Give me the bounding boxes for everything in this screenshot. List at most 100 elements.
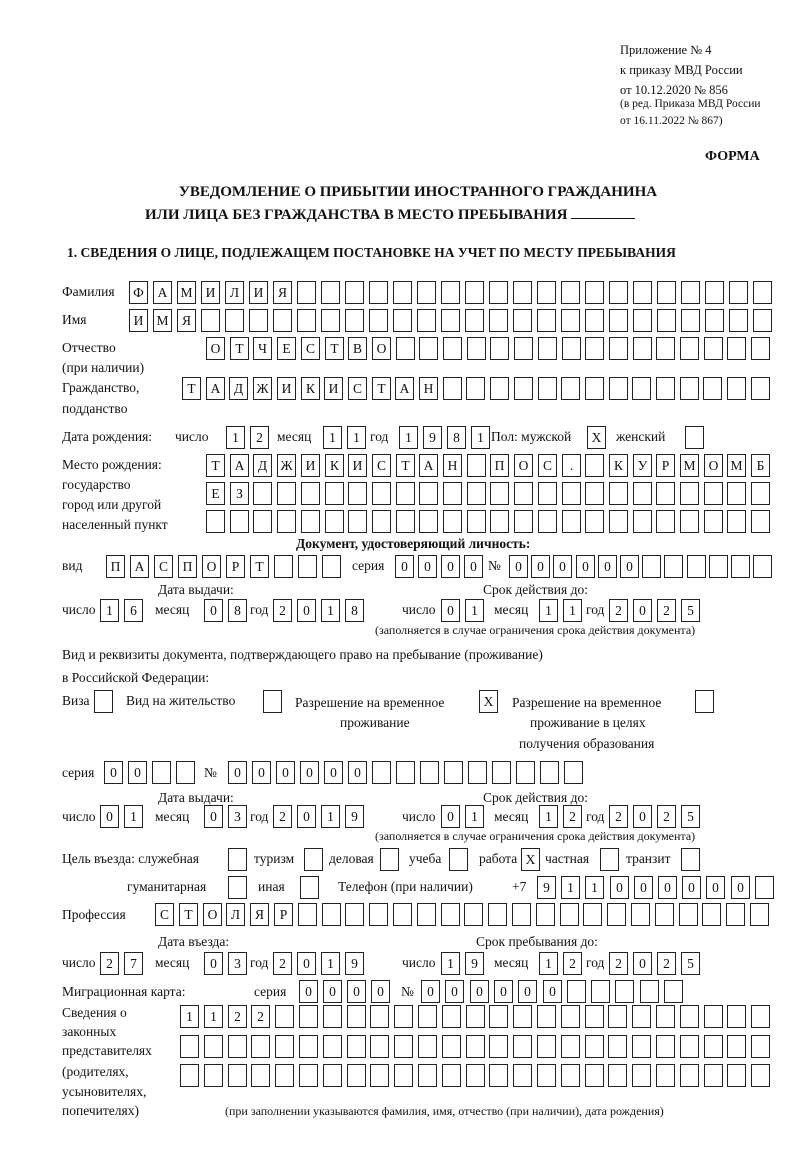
char-box-phone[interactable]: 0 — [610, 876, 629, 899]
char-box-reps-1[interactable] — [489, 1005, 508, 1028]
char-box-surname[interactable]: Я — [273, 281, 292, 304]
char-box-entry-day[interactable]: 2 — [100, 952, 119, 975]
char-box-citizenship[interactable] — [538, 377, 557, 400]
char-box-phone[interactable] — [755, 876, 774, 899]
char-box-name[interactable] — [513, 309, 532, 332]
char-box-right-number[interactable] — [372, 761, 391, 784]
char-box-doc-number[interactable] — [664, 555, 683, 578]
char-box-right-valid-month[interactable]: 2 — [563, 805, 582, 828]
char-box-birth-year[interactable]: 8 — [447, 426, 466, 449]
checkbox-purpose-transit[interactable] — [681, 848, 700, 871]
char-box-birth-place-2[interactable] — [419, 482, 438, 505]
char-box-name[interactable] — [633, 309, 652, 332]
char-box-phone[interactable]: 1 — [561, 876, 580, 899]
char-box-reps-2[interactable] — [561, 1035, 580, 1058]
char-box-birth-place-3[interactable] — [206, 510, 225, 533]
char-box-citizenship[interactable] — [632, 377, 651, 400]
char-box-reps-1[interactable] — [537, 1005, 556, 1028]
char-box-reps-1[interactable] — [561, 1005, 580, 1028]
char-box-mig-series[interactable]: 0 — [323, 980, 342, 1003]
char-box-birth-place-1[interactable]: И — [348, 454, 367, 477]
char-box-surname[interactable] — [369, 281, 388, 304]
char-box-birth-year[interactable]: 1 — [471, 426, 490, 449]
char-box-profession[interactable] — [631, 903, 650, 926]
char-box-birth-place-1[interactable]: О — [704, 454, 723, 477]
char-box-profession[interactable] — [441, 903, 460, 926]
char-box-birth-place-1[interactable]: М — [727, 454, 746, 477]
char-box-name[interactable] — [705, 309, 724, 332]
char-box-birth-place-1[interactable]: М — [680, 454, 699, 477]
char-box-reps-3[interactable] — [537, 1064, 556, 1087]
char-box-surname[interactable]: А — [153, 281, 172, 304]
checkbox-purpose-tourism[interactable] — [304, 848, 323, 871]
char-box-citizenship[interactable] — [703, 377, 722, 400]
char-box-name[interactable] — [321, 309, 340, 332]
char-box-reps-3[interactable] — [561, 1064, 580, 1087]
char-box-doc-issue-day[interactable]: 6 — [124, 599, 143, 622]
char-box-reps-1[interactable] — [656, 1005, 675, 1028]
char-box-profession[interactable] — [679, 903, 698, 926]
char-box-birth-place-3[interactable] — [325, 510, 344, 533]
char-box-name[interactable] — [561, 309, 580, 332]
char-box-phone[interactable]: 0 — [634, 876, 653, 899]
char-box-phone[interactable]: 0 — [731, 876, 750, 899]
char-box-doc-valid-year[interactable]: 2 — [609, 599, 628, 622]
char-box-birth-place-2[interactable] — [467, 482, 486, 505]
char-box-birth-place-3[interactable] — [727, 510, 746, 533]
char-box-name[interactable] — [657, 309, 676, 332]
char-box-name[interactable] — [369, 309, 388, 332]
char-box-patronymic[interactable]: Т — [230, 337, 249, 360]
char-box-patronymic[interactable] — [633, 337, 652, 360]
char-box-birth-place-2[interactable] — [538, 482, 557, 505]
char-box-reps-3[interactable] — [394, 1064, 413, 1087]
char-box-reps-3[interactable] — [608, 1064, 627, 1087]
char-box-citizenship[interactable] — [609, 377, 628, 400]
char-box-name[interactable]: М — [153, 309, 172, 332]
char-box-doc-number[interactable] — [709, 555, 728, 578]
char-box-reps-2[interactable] — [489, 1035, 508, 1058]
char-box-birth-place-2[interactable] — [277, 482, 296, 505]
char-box-citizenship[interactable] — [490, 377, 509, 400]
char-box-reps-1[interactable] — [347, 1005, 366, 1028]
char-box-birth-place-2[interactable] — [396, 482, 415, 505]
char-box-birth-place-1[interactable]: Б — [751, 454, 770, 477]
char-box-birth-place-3[interactable] — [230, 510, 249, 533]
char-box-birth-place-3[interactable] — [348, 510, 367, 533]
char-box-entry-year[interactable]: 0 — [297, 952, 316, 975]
char-box-citizenship[interactable] — [751, 377, 770, 400]
checkbox-visa[interactable] — [94, 690, 113, 713]
char-box-patronymic[interactable] — [609, 337, 628, 360]
char-box-reps-2[interactable] — [347, 1035, 366, 1058]
char-box-reps-1[interactable]: 2 — [228, 1005, 247, 1028]
char-box-birth-place-3[interactable] — [372, 510, 391, 533]
char-box-doc-series[interactable]: 0 — [418, 555, 437, 578]
char-box-patronymic[interactable] — [562, 337, 581, 360]
checkbox-residence[interactable] — [263, 690, 282, 713]
char-box-reps-2[interactable] — [442, 1035, 461, 1058]
char-box-reps-1[interactable] — [418, 1005, 437, 1028]
char-box-surname[interactable]: И — [201, 281, 220, 304]
char-box-mig-number[interactable]: 0 — [543, 980, 562, 1003]
char-box-doc-kind[interactable] — [274, 555, 293, 578]
char-box-doc-kind[interactable]: П — [106, 555, 125, 578]
char-box-reps-3[interactable] — [727, 1064, 746, 1087]
char-box-mig-number[interactable] — [640, 980, 659, 1003]
char-box-reps-2[interactable] — [656, 1035, 675, 1058]
char-box-stay-year[interactable]: 0 — [633, 952, 652, 975]
char-box-doc-valid-month[interactable]: 1 — [539, 599, 558, 622]
char-box-profession[interactable] — [512, 903, 531, 926]
char-box-reps-2[interactable] — [680, 1035, 699, 1058]
checkbox-sex-female[interactable] — [685, 426, 704, 449]
char-box-reps-2[interactable] — [585, 1035, 604, 1058]
char-box-citizenship[interactable]: Ж — [253, 377, 272, 400]
char-box-birth-place-2[interactable] — [348, 482, 367, 505]
char-box-mig-series[interactable]: 0 — [347, 980, 366, 1003]
char-box-right-number[interactable]: 0 — [252, 761, 271, 784]
char-box-entry-year[interactable]: 9 — [345, 952, 364, 975]
char-box-right-valid-year[interactable]: 2 — [657, 805, 676, 828]
char-box-birth-place-3[interactable] — [253, 510, 272, 533]
char-box-citizenship[interactable]: И — [324, 377, 343, 400]
char-box-birth-place-2[interactable] — [562, 482, 581, 505]
char-box-reps-2[interactable] — [704, 1035, 723, 1058]
char-box-reps-1[interactable] — [323, 1005, 342, 1028]
